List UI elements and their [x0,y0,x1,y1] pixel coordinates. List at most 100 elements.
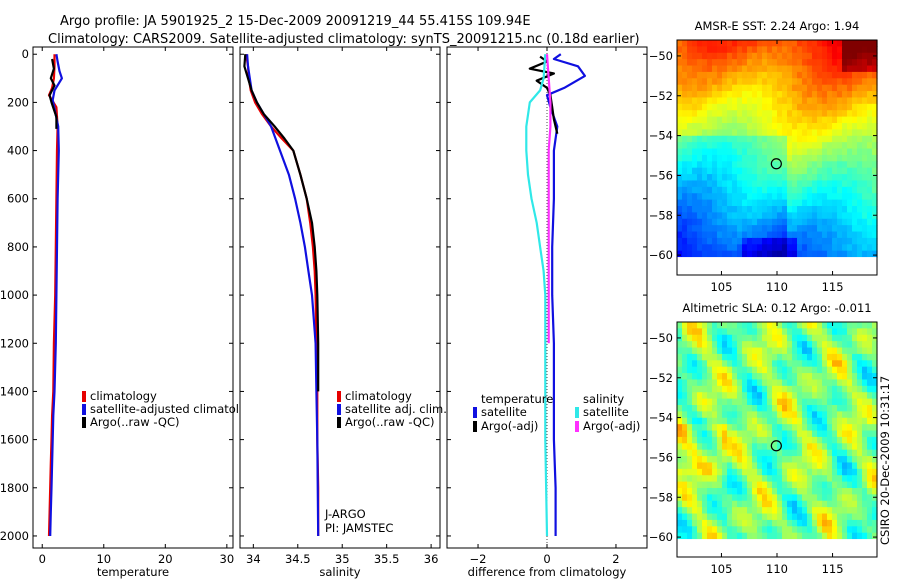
heatmap-cell [747,366,753,374]
heatmap-cell [817,443,823,451]
heatmap-cell [777,52,783,60]
heatmap-cell [837,65,843,73]
heatmap-cell [732,59,738,67]
heatmap-cell [857,174,863,182]
heatmap-cell [677,398,683,406]
heatmap-cell [767,212,773,220]
heatmap-cell [782,250,788,258]
heatmap-cell [712,78,718,86]
heatmap-cell [687,360,693,368]
heatmap-cell [742,507,748,515]
heatmap-cell [687,341,693,349]
heatmap-cell [792,334,798,342]
heatmap-cell [777,360,783,368]
heatmap-cell [792,250,798,258]
heatmap-cell [802,244,808,252]
heatmap-cell [687,129,693,137]
heatmap-cell [697,244,703,252]
heatmap-cell [847,360,853,368]
heatmap-cell [862,392,868,400]
heatmap-cell [872,532,878,540]
heatmap-cell [762,59,768,67]
heatmap-cell [822,180,828,188]
heatmap-cell [842,180,848,188]
heatmap-cell [767,481,773,489]
heatmap-cell [717,532,723,540]
heatmap-cell [782,398,788,406]
heatmap-cell [797,148,803,156]
heatmap-cell [757,392,763,400]
heatmap-cell [787,78,793,86]
heatmap-cell [692,360,698,368]
heatmap-cell [862,373,868,381]
heatmap-cell [737,167,743,175]
heatmap-cell [742,488,748,495]
heatmap-cell [707,142,713,150]
heatmap-cell [867,385,873,393]
heatmap-cell [702,328,708,336]
heatmap-cell [782,526,788,534]
heatmap-cell [832,526,838,534]
heatmap-cell [767,65,773,73]
heatmap-cell [802,193,808,201]
heatmap-cell [687,385,693,393]
heatmap-cell [842,231,848,239]
heatmap-cell [802,65,808,73]
heatmap-cell [792,468,798,476]
heatmap-cell [692,46,698,54]
heatmap-cell [737,353,743,361]
heatmap-cell [812,237,818,245]
heatmap-cell [787,532,793,540]
heatmap-cell [802,417,808,425]
heatmap-cell [842,142,848,150]
heatmap-cell [862,167,868,175]
heatmap-cell [692,206,698,213]
heatmap-cell [747,341,753,349]
heatmap-cell [757,494,763,502]
heatmap-cell [752,500,758,508]
heatmap-cell [837,167,843,175]
heatmap-cell [772,526,778,534]
heatmap-cell [707,424,713,432]
heatmap-cell [712,507,718,515]
heatmap-cell [787,513,793,521]
heatmap-cell [742,373,748,381]
heatmap-cell [857,65,863,73]
heatmap-cell [682,91,688,99]
heatmap-cell [837,161,843,169]
heatmap-cell [742,174,748,182]
heatmap-cell [867,366,873,374]
heatmap-cell [742,135,748,143]
heatmap-cell [692,526,698,534]
heatmap-cell [777,341,783,349]
heatmap-cell [742,436,748,444]
heatmap-cell [772,186,778,194]
heatmap-cell [852,468,858,476]
heatmap-cell [847,161,853,169]
heatmap-cell [747,110,753,118]
heatmap-cell [757,161,763,169]
heatmap-cell [817,110,823,118]
heatmap-cell [677,462,683,470]
heatmap-cell [717,519,723,527]
heatmap-cell [862,40,868,47]
heatmap-cell [872,449,878,457]
heatmap-cell [752,40,758,47]
heatmap-cell [717,180,723,188]
heatmap-cell [817,424,823,432]
heatmap-cell [722,347,728,355]
heatmap-cell [737,500,743,508]
heatmap-cell [722,97,728,105]
heatmap-cell [712,436,718,444]
heatmap-cell [732,186,738,194]
legend-label: satellite adj. clim. [345,402,447,416]
heatmap-cell [862,154,868,162]
heatmap-cell [777,46,783,54]
heatmap-cell [727,110,733,118]
heatmap-cell [852,103,858,111]
heatmap-cell [677,436,683,444]
heatmap-cell [687,488,693,495]
heatmap-cell [817,481,823,489]
heatmap-cell [832,468,838,476]
heatmap-cell [692,443,698,451]
